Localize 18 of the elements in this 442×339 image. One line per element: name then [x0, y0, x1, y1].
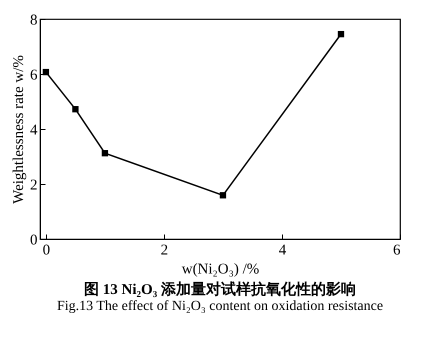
- text: Fig.13 The effect of Ni₂O₃ content on oxidation resistance: [56, 299, 384, 314]
- y-tick-label: 4: [30, 122, 38, 138]
- text: 图 13 Ni₂O₃ 添加量对试样抗氧化性的影响: [84, 281, 356, 298]
- x-tick-label: 6: [393, 242, 401, 258]
- y-tick-label: 0: [30, 232, 38, 248]
- x-axis-title: w(Ni₂O₃) /%: [182, 262, 260, 278]
- point: [102, 150, 108, 156]
- x-tick-label: 2: [160, 242, 168, 258]
- point: [72, 106, 79, 112]
- point: [42, 68, 50, 76]
- x-tick-label: 0: [42, 242, 50, 258]
- y-axis-title: Weightlessness rate w/%: [11, 55, 27, 204]
- x-tick-label: 4: [278, 242, 287, 258]
- y-tick-label: 8: [30, 12, 38, 28]
- point: [338, 30, 344, 38]
- y-tick-label: 6: [30, 68, 38, 84]
- point: [220, 192, 226, 198]
- y-tick-label: 2: [30, 178, 38, 194]
